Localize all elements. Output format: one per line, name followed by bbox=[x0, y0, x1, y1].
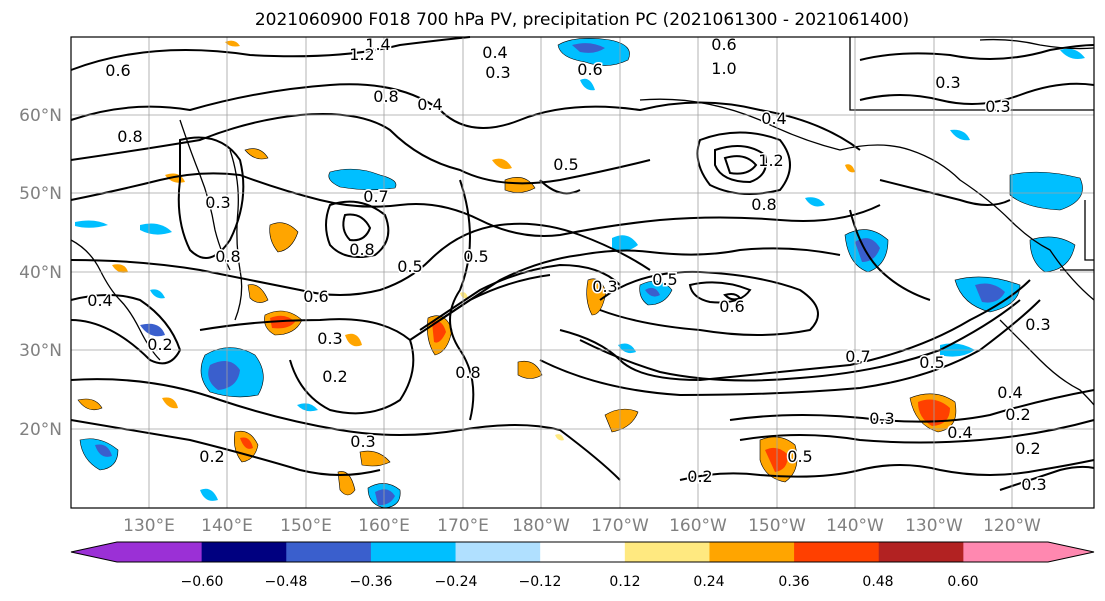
contour-label: 0.5 bbox=[787, 447, 812, 466]
contour-label: 1.2 bbox=[349, 45, 374, 64]
contour-label: 0.7 bbox=[363, 187, 388, 206]
colorbar-segment bbox=[709, 542, 795, 562]
map-panel: 0.61.41.2 0.40.3 0.60.61.00.40.30.30.80.80… bbox=[70, 34, 1095, 509]
contour-label: 0.3 bbox=[485, 63, 510, 82]
figure-title: 2021060900 F018 700 hPa PV, precipitatio… bbox=[255, 10, 909, 30]
lat-tick: 60°N bbox=[19, 106, 62, 126]
contour-label: 0.8 bbox=[215, 247, 240, 266]
colorbar-segment bbox=[117, 542, 203, 562]
contour-label: 0.8 bbox=[373, 87, 398, 106]
colorbar-segment bbox=[370, 542, 457, 562]
colorbar-ticks: −0.60 −0.48 −0.36 −0.24 −0.12 0.12 0.24 … bbox=[181, 574, 979, 590]
colorbar-tick-label: 0.48 bbox=[862, 574, 893, 590]
lat-tick: 50°N bbox=[19, 184, 62, 204]
lon-tick: 170°W bbox=[591, 516, 649, 536]
contour-label: 0.3 bbox=[205, 193, 230, 212]
contour-label: 0.5 bbox=[397, 257, 422, 276]
colorbar-tick-label: −0.36 bbox=[350, 574, 393, 590]
contour-label: 0.2 bbox=[322, 367, 347, 386]
lon-tick: 150°E bbox=[280, 516, 332, 536]
contour-label: 0.6 bbox=[105, 61, 130, 80]
lat-tick: 20°N bbox=[19, 420, 62, 440]
longitude-ticks: 130°E 140°E 150°E 160°E 170°E 180°W 170°… bbox=[123, 516, 1041, 536]
contour-label: 0.7 bbox=[845, 347, 870, 366]
lon-tick: 160°E bbox=[358, 516, 410, 536]
contour-label: 0.2 bbox=[1005, 405, 1030, 424]
contour-label: 0.3 bbox=[1021, 475, 1046, 494]
colorbar-left-arrow bbox=[71, 542, 117, 562]
contour-label: 0.3 bbox=[869, 409, 894, 428]
lon-tick: 140°W bbox=[826, 516, 884, 536]
contour-label: 0.5 bbox=[463, 247, 488, 266]
precip-positive-shading bbox=[77, 40, 957, 496]
colorbar-tick-label: 0.36 bbox=[778, 574, 809, 590]
contour-label: 1.4 bbox=[365, 35, 390, 54]
colorbar-tick-label: −0.60 bbox=[181, 574, 224, 590]
latitude-ticks: 60°N 50°N 40°N 30°N 20°N bbox=[19, 106, 62, 440]
contour-label: 1.2 bbox=[758, 151, 783, 170]
lon-tick: 140°E bbox=[201, 516, 253, 536]
lon-tick: 180°W bbox=[512, 516, 570, 536]
contour-label: 0.5 bbox=[652, 270, 677, 289]
contour-label: 0.3 bbox=[1025, 315, 1050, 334]
colorbar-segment bbox=[201, 542, 287, 562]
lon-tick: 130°E bbox=[123, 516, 175, 536]
contour-label: 0.3 bbox=[592, 277, 617, 296]
colorbar-outline bbox=[70, 541, 1095, 563]
lon-tick: 160°W bbox=[669, 516, 727, 536]
contour-label: 0.5 bbox=[919, 353, 944, 372]
contour-labels: 0.61.41.2 0.40.3 0.60.61.00.40.30.30.80.80… bbox=[86, 34, 1052, 496]
colorbar-segment bbox=[963, 542, 1049, 562]
lon-tick: 120°W bbox=[983, 516, 1041, 536]
contour-label: 0.6 bbox=[303, 287, 328, 306]
colorbar-tick-label: 0.60 bbox=[947, 574, 978, 590]
lon-tick: 130°W bbox=[905, 516, 963, 536]
lat-tick: 40°N bbox=[19, 263, 62, 283]
contour-label: 0.4 bbox=[482, 43, 507, 62]
contour-label: 0.8 bbox=[349, 240, 374, 259]
colorbar-segment bbox=[624, 542, 710, 562]
coastlines bbox=[70, 37, 1095, 406]
colorbar-segment bbox=[540, 542, 626, 562]
colorbar-tick-label: −0.24 bbox=[435, 574, 478, 590]
colorbar-segment bbox=[455, 542, 541, 562]
contour-label: 0.3 bbox=[985, 97, 1010, 116]
colorbar-tick-label: −0.48 bbox=[265, 574, 308, 590]
contour-label: 0.2 bbox=[199, 447, 224, 466]
contour-label: 0.6 bbox=[577, 60, 602, 79]
contour-label: 0.8 bbox=[751, 195, 776, 214]
lat-tick: 30°N bbox=[19, 341, 62, 361]
colorbar-tick-label: −0.12 bbox=[519, 574, 562, 590]
colorbar-right-arrow bbox=[1048, 542, 1094, 562]
contour-label: 0.6 bbox=[711, 35, 736, 54]
contour-label: 0.8 bbox=[117, 127, 142, 146]
colorbar-tick-label: 0.24 bbox=[693, 574, 724, 590]
contour-label: 0.3 bbox=[350, 432, 375, 451]
colorbar-segment bbox=[794, 542, 880, 562]
contour-label: 0.4 bbox=[997, 383, 1022, 402]
contour-label: 0.2 bbox=[1015, 439, 1040, 458]
contour-label: 0.2 bbox=[147, 335, 172, 354]
contour-label: 1.0 bbox=[711, 59, 736, 78]
gridlines bbox=[71, 37, 1094, 508]
contour-label: 0.2 bbox=[687, 467, 712, 486]
contour-label: 0.4 bbox=[87, 291, 112, 310]
colorbar-tick-label: 0.12 bbox=[609, 574, 640, 590]
contour-label: 0.3 bbox=[935, 73, 960, 92]
contour-label: 0.5 bbox=[553, 155, 578, 174]
contour-label: 0.4 bbox=[761, 109, 786, 128]
contour-label: 0.3 bbox=[317, 329, 342, 348]
contour-label: 0.4 bbox=[947, 423, 972, 442]
colorbar bbox=[70, 541, 1095, 563]
contour-label: 0.8 bbox=[455, 363, 480, 382]
colorbar-segment bbox=[286, 542, 372, 562]
contour-label: 0.6 bbox=[719, 297, 744, 316]
lon-tick: 150°W bbox=[748, 516, 806, 536]
colorbar-segment bbox=[878, 542, 964, 562]
pv-contours bbox=[70, 36, 1095, 491]
lon-tick: 170°E bbox=[437, 516, 489, 536]
contour-label: 0.4 bbox=[417, 95, 442, 114]
